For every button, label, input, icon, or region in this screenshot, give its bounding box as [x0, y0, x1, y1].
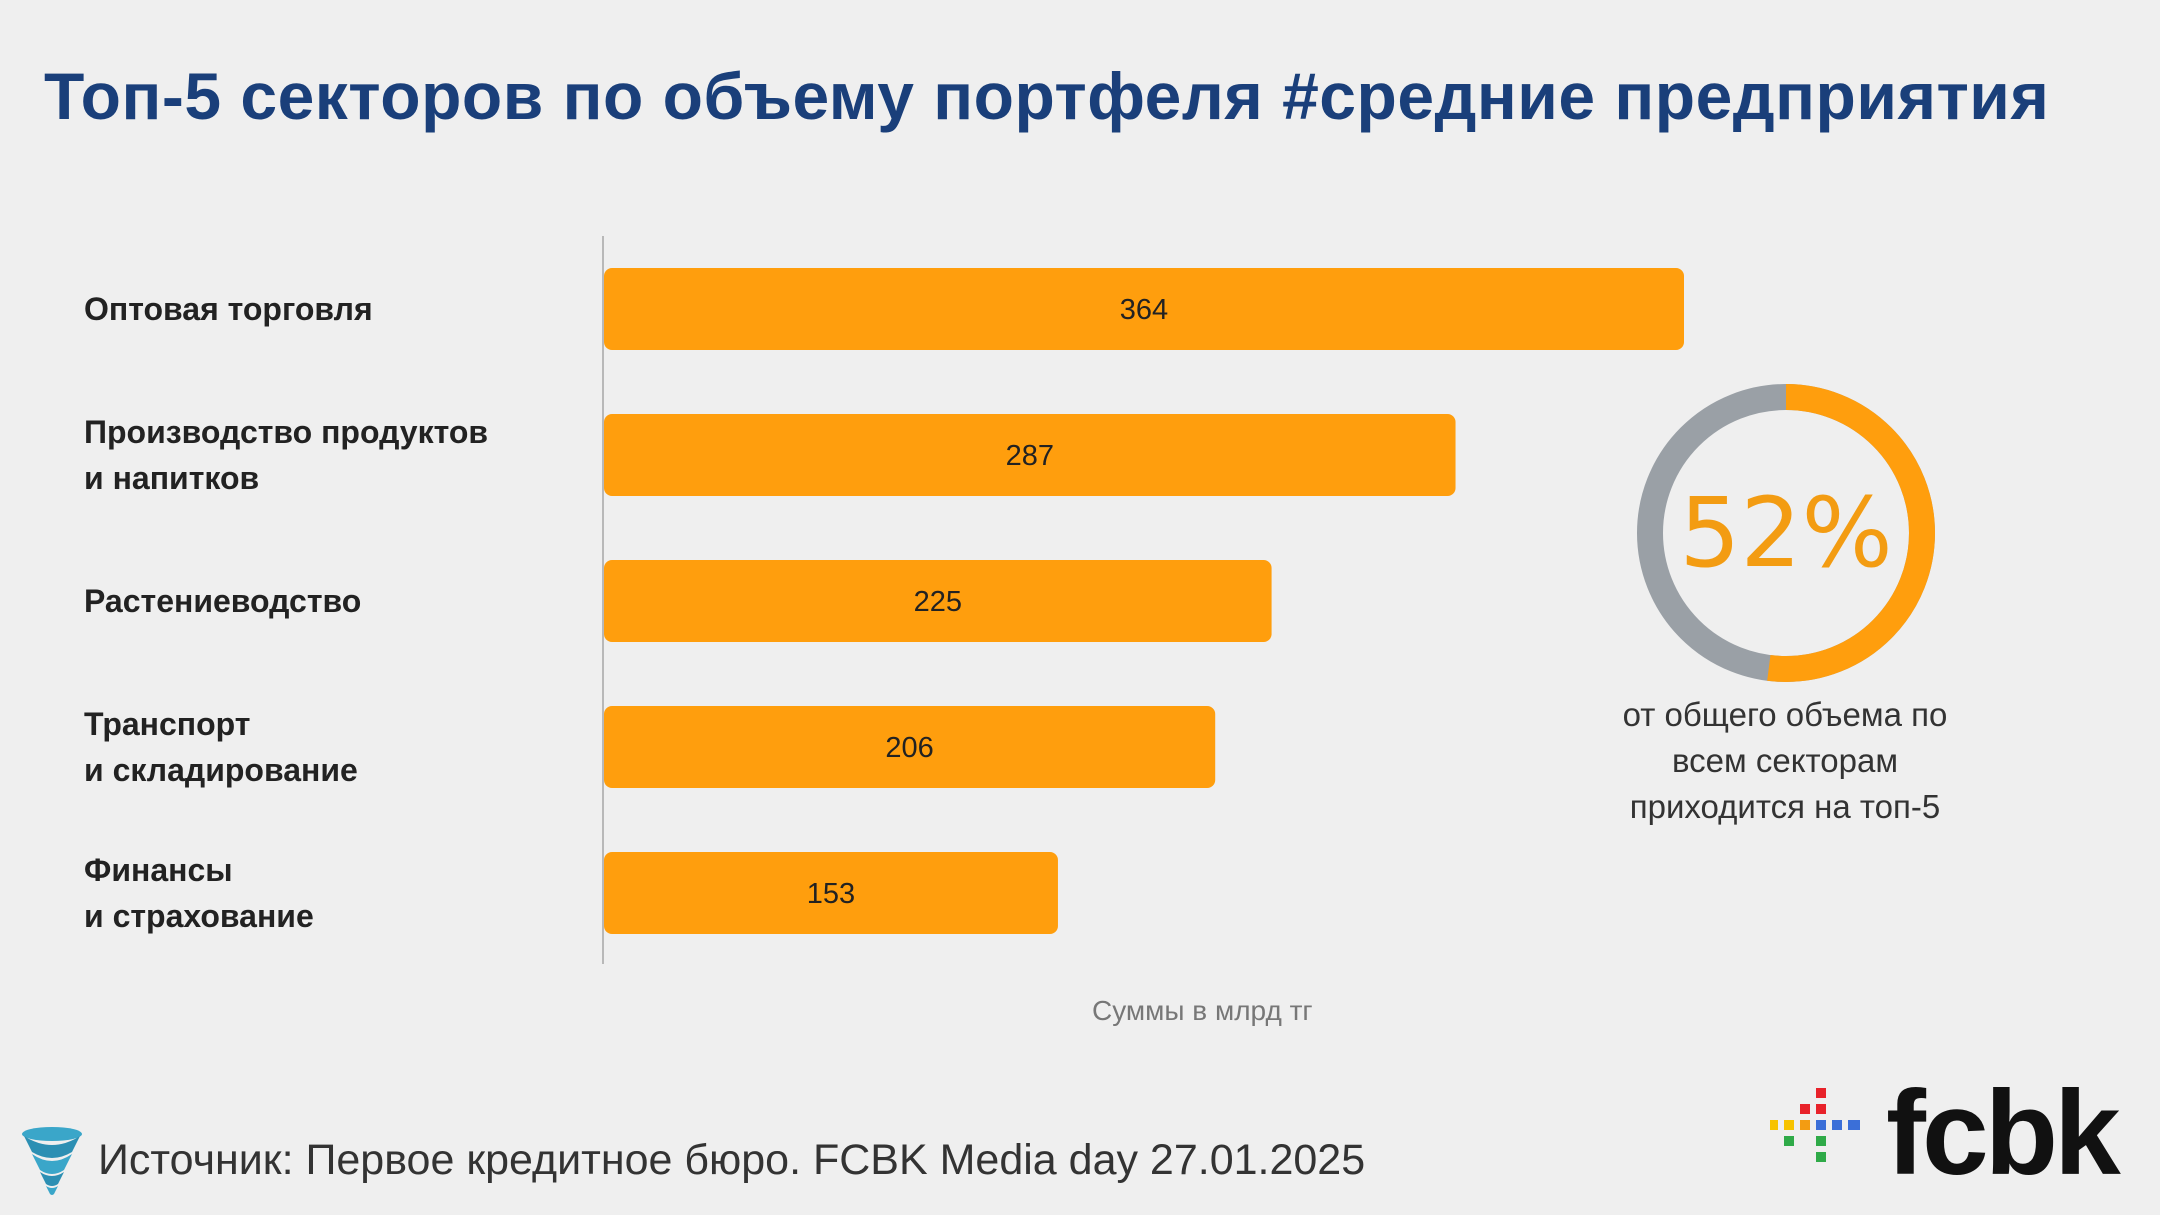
- category-label-line: Растениеводство: [84, 583, 362, 619]
- donut-caption-line: всем секторам: [1671, 742, 1899, 779]
- category-label: Оптовая торговля: [84, 286, 373, 332]
- page-title: Топ-5 секторов по объему портфеля #средн…: [44, 59, 2050, 133]
- donut-caption-line: приходится на топ-5: [1629, 788, 1941, 825]
- bar-value-label: 153: [807, 878, 855, 910]
- logo-text: fcbk: [1886, 1066, 2121, 1200]
- bar-value-label: 364: [1120, 294, 1168, 326]
- bar: [604, 852, 1058, 934]
- category-label-line: Финансы: [84, 852, 233, 888]
- category-label: Финансы и страхование: [84, 847, 314, 939]
- unit-note: Суммы в млрд тг: [1092, 995, 1313, 1026]
- category-label-line: и напитков: [84, 460, 260, 496]
- bar: [604, 268, 1684, 350]
- bar-value-label: 206: [885, 732, 933, 764]
- category-label: Растениеводство: [84, 578, 361, 624]
- bar-chart: 364 287 225 206 153: [602, 236, 1684, 964]
- donut-caption-line: от общего объема по: [1622, 696, 1948, 733]
- category-label: Транспорт и складирование: [84, 701, 358, 793]
- share-donut: 52%: [1636, 383, 1936, 683]
- source-note: Источник: Первое кредитное бюро. FCBK Me…: [98, 1136, 1366, 1184]
- bar-value-label: 225: [914, 586, 962, 618]
- category-label-line: и страхование: [84, 898, 314, 934]
- bar: [604, 560, 1272, 642]
- category-label-line: и складирование: [84, 752, 358, 788]
- bar: [604, 414, 1456, 496]
- category-label-line: Производство продуктов: [84, 414, 489, 450]
- donut-arc: [1637, 384, 1935, 682]
- category-label: Производство продуктов и напитков: [84, 409, 488, 501]
- category-label-line: Оптовая торговля: [84, 291, 373, 327]
- donut-caption: от общего объема по всем секторам приход…: [1560, 692, 2010, 830]
- bar: [604, 706, 1216, 788]
- fcbk-logo: fcbk: [1768, 1066, 2123, 1200]
- bar-value-label: 287: [1006, 440, 1054, 472]
- category-label-line: Транспорт: [84, 706, 251, 742]
- tornado-icon: [18, 1124, 86, 1196]
- donut-value: 52%: [1679, 477, 1893, 589]
